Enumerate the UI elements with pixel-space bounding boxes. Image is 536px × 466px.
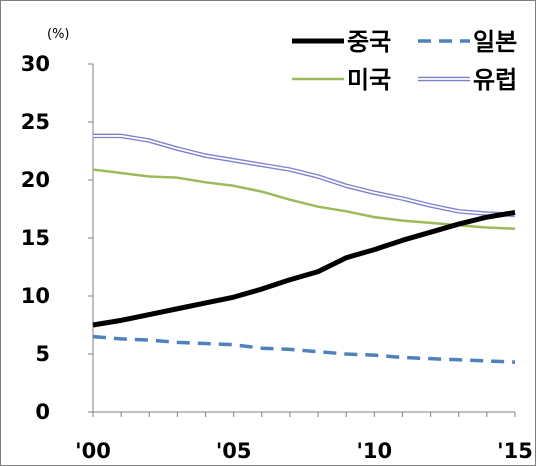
x-tick-label: '00: [75, 439, 111, 463]
y-tick-label: 25: [21, 110, 50, 134]
y-tick-label: 15: [21, 226, 50, 250]
unit-label: (%): [47, 27, 70, 42]
series-line-china: [92, 210, 516, 328]
y-tick-label: 30: [21, 52, 50, 76]
y-tick-label: 20: [21, 168, 50, 192]
y-tick-label: 0: [35, 400, 50, 424]
x-tick-label: '05: [216, 439, 252, 463]
y-tick-label: 5: [35, 342, 50, 366]
x-tick-labels: '00 '05 '10 '15: [75, 439, 533, 463]
series-lines: [92, 133, 516, 364]
axes: [88, 63, 516, 417]
series-line-japan: [92, 334, 516, 364]
legend-europe-label: 유럽: [473, 66, 517, 94]
legend-usa-label: 미국: [347, 66, 391, 94]
x-tick-label: '15: [497, 439, 533, 463]
x-tick-label: '10: [357, 439, 393, 463]
legend-china-label: 중국: [347, 28, 391, 56]
series-line-europe-inner: [93, 135, 516, 216]
series-line-usa: [92, 168, 516, 230]
legend-japan-label: 일본: [473, 28, 517, 56]
y-tick-label: 10: [21, 284, 50, 308]
y-tick-labels: 0 5 10 15 20 25 30: [21, 52, 50, 424]
